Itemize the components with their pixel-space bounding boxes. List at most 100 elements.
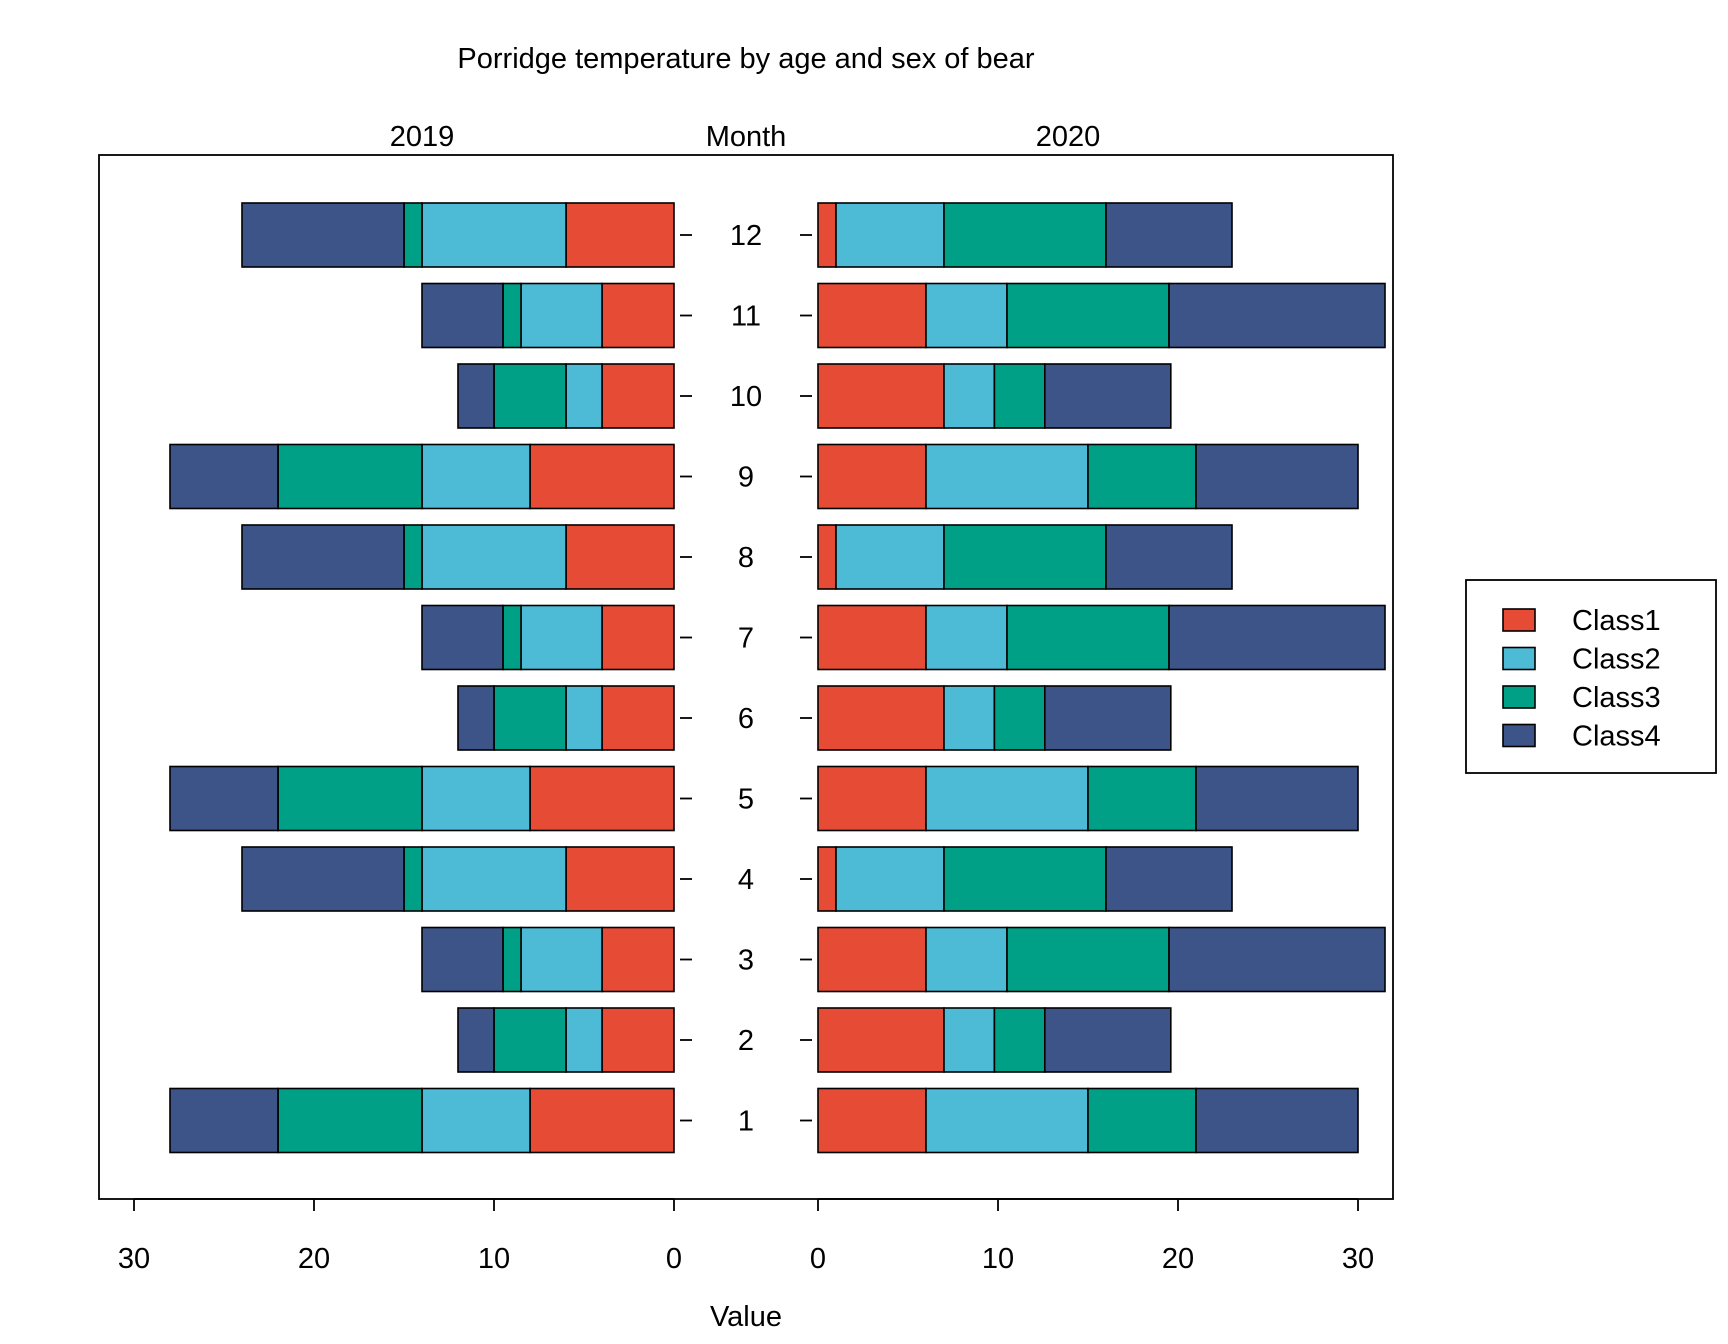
bar-2020-month-9-class2	[925, 443, 1089, 510]
legend-swatch-class4	[1502, 723, 1536, 748]
bar-2019-month-4-class1	[565, 846, 675, 912]
bar-2020-month-2-class4	[1044, 1007, 1172, 1073]
bar-2019-month-6-class2	[565, 685, 603, 751]
bar-2020-month-6-class2	[943, 685, 996, 751]
panel-label-2019: 2019	[390, 121, 455, 153]
bar-2019-month-3-class4	[421, 926, 504, 993]
legend-swatch-class3	[1502, 685, 1536, 709]
legend-label-class1: Class1	[1572, 605, 1661, 637]
bar-2020-month-11-class4	[1168, 282, 1386, 349]
bar-2020-month-3-class4	[1168, 926, 1386, 993]
bar-2020-month-5-class3	[1087, 765, 1197, 832]
bar-2019-month-8-class3	[403, 524, 423, 590]
bar-2020-month-10-class4	[1044, 363, 1172, 429]
bar-2020-month-12-class3	[943, 202, 1107, 268]
bar-2020-month-1-class3	[1087, 1087, 1197, 1154]
bar-2020-month-4-class2	[835, 846, 945, 912]
bar-2019-month-7-class4	[421, 604, 504, 671]
bar-2019-month-3-class1	[601, 926, 675, 993]
bar-2019-month-11-class3	[502, 282, 522, 349]
bar-2020-month-4-class1	[817, 846, 837, 912]
bar-2019-month-8-class1	[565, 524, 675, 590]
panel-label-2020: 2020	[1036, 121, 1101, 153]
bar-2019-month-10-class3	[493, 363, 567, 429]
bar-2020-month-12-class4	[1105, 202, 1233, 268]
bar-2020-month-10-class2	[943, 363, 996, 429]
bar-2020-month-1-class4	[1195, 1087, 1359, 1154]
bar-2019-month-3-class3	[502, 926, 522, 993]
bar-2019-month-12-class4	[241, 202, 405, 268]
bar-2019-month-5-class4	[169, 765, 279, 832]
bar-2019-month-7-class2	[520, 604, 603, 671]
bar-2020-month-4-class3	[943, 846, 1107, 912]
month-label-9: 9	[738, 462, 754, 494]
bar-2019-month-9-class4	[169, 443, 279, 510]
bar-2020-month-9-class1	[817, 443, 927, 510]
bar-2020-month-12-class2	[835, 202, 945, 268]
bar-2020-month-5-class1	[817, 765, 927, 832]
month-label-4: 4	[738, 864, 754, 896]
bar-2020-month-1-class2	[925, 1087, 1089, 1154]
x-tick-label-2020-20: 20	[1162, 1243, 1194, 1275]
bar-2019-month-2-class2	[565, 1007, 603, 1073]
x-axis-title: Value	[710, 1301, 782, 1333]
bar-2019-month-6-class3	[493, 685, 567, 751]
bar-2019-month-5-class2	[421, 765, 531, 832]
bar-2019-month-2-class3	[493, 1007, 567, 1073]
bar-2020-month-9-class4	[1195, 443, 1359, 510]
bar-2020-month-4-class4	[1105, 846, 1233, 912]
bar-2020-month-7-class4	[1168, 604, 1386, 671]
bar-2020-month-3-class1	[817, 926, 927, 993]
bar-2020-month-10-class3	[993, 363, 1046, 429]
bar-2019-month-7-class1	[601, 604, 675, 671]
bar-2019-month-7-class3	[502, 604, 522, 671]
bar-2019-month-12-class1	[565, 202, 675, 268]
bar-2019-month-9-class2	[421, 443, 531, 510]
bar-2019-month-8-class2	[421, 524, 567, 590]
month-label-3: 3	[738, 945, 754, 977]
legend-label-class3: Class3	[1572, 682, 1661, 714]
bar-2020-month-5-class2	[925, 765, 1089, 832]
bar-2019-month-11-class4	[421, 282, 504, 349]
bar-2020-month-8-class3	[943, 524, 1107, 590]
bars-group	[169, 202, 1386, 1154]
center-label-month: Month	[706, 121, 787, 153]
bar-2020-month-7-class1	[817, 604, 927, 671]
bar-2019-month-4-class2	[421, 846, 567, 912]
bar-2019-month-11-class1	[601, 282, 675, 349]
bar-2019-month-12-class3	[403, 202, 423, 268]
bar-2020-month-2-class2	[943, 1007, 996, 1073]
bar-2020-month-9-class3	[1087, 443, 1197, 510]
legend-swatch-class1	[1502, 608, 1536, 632]
bar-2019-month-9-class1	[529, 443, 675, 510]
bar-2020-month-2-class1	[817, 1007, 945, 1073]
legend-label-class4: Class4	[1572, 721, 1661, 753]
month-label-6: 6	[738, 703, 754, 735]
bar-2019-month-3-class2	[520, 926, 603, 993]
chart-title: Porridge temperature by age and sex of b…	[457, 43, 1034, 75]
month-label-8: 8	[738, 542, 754, 574]
bar-2020-month-6-class3	[993, 685, 1046, 751]
bar-2020-month-3-class3	[1006, 926, 1170, 993]
x-tick-label-2020-30: 30	[1342, 1243, 1374, 1275]
bar-2019-month-5-class1	[529, 765, 675, 832]
bar-2019-month-2-class1	[601, 1007, 675, 1073]
x-tick-label-2020-10: 10	[982, 1243, 1014, 1275]
bar-2019-month-8-class4	[241, 524, 405, 590]
bar-2019-month-4-class4	[241, 846, 405, 912]
month-label-5: 5	[738, 784, 754, 816]
bar-2020-month-7-class3	[1006, 604, 1170, 671]
bar-2019-month-6-class1	[601, 685, 675, 751]
bar-2020-month-11-class2	[925, 282, 1008, 349]
bar-2020-month-2-class3	[993, 1007, 1046, 1073]
bar-2019-month-9-class3	[277, 443, 423, 510]
bar-2019-month-2-class4	[457, 1007, 495, 1073]
bar-2019-month-1-class4	[169, 1087, 279, 1154]
legend: Class1 Class2 Class3 Class4	[1465, 579, 1717, 774]
x-tick-label-2019-10: 10	[478, 1243, 510, 1275]
bar-2020-month-6-class1	[817, 685, 945, 751]
month-label-10: 10	[730, 381, 762, 413]
month-label-2: 2	[738, 1025, 754, 1057]
bar-2019-month-1-class1	[529, 1087, 675, 1154]
